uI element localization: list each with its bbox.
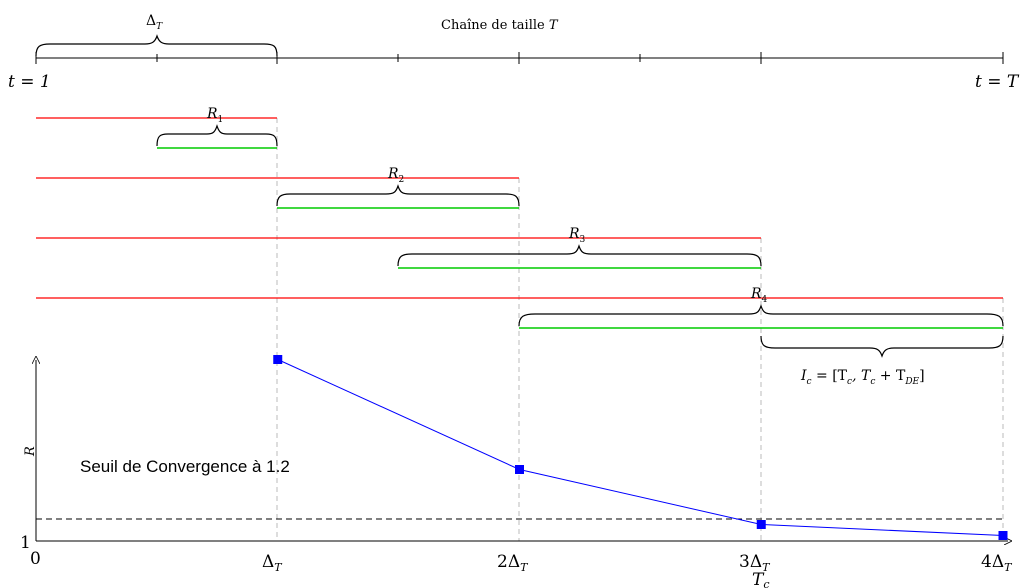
green-lines bbox=[157, 147, 1003, 329]
data-point bbox=[515, 465, 524, 474]
brace-r3 bbox=[397, 244, 762, 267]
start-label: t = 1 bbox=[8, 72, 51, 92]
brace-r4 bbox=[518, 304, 1004, 327]
x-tick-label: 3ΔT bbox=[739, 552, 771, 574]
run-label-r4: R4 bbox=[750, 286, 768, 305]
end-label: t = T bbox=[975, 72, 1020, 92]
data-point bbox=[998, 531, 1008, 540]
delta-brace bbox=[35, 34, 278, 57]
run-label-r2: R2 bbox=[387, 166, 404, 185]
x-tick-label: ΔT bbox=[262, 552, 283, 574]
series-line bbox=[277, 359, 1004, 536]
delta-label: ΔT bbox=[146, 13, 163, 32]
run-braces bbox=[156, 124, 1004, 358]
run-label-r3: R3 bbox=[568, 226, 586, 245]
x-tick-label: 4ΔT bbox=[981, 552, 1013, 574]
brace-r2 bbox=[276, 184, 520, 207]
interval-label: Ic = [Tc, Tc + TDE] bbox=[800, 368, 925, 387]
convergence-series bbox=[273, 355, 1008, 540]
timeline: ΔT Chaîne de taille T t = 1 t = T bbox=[8, 13, 1020, 92]
tc-label: Tc bbox=[752, 570, 770, 588]
brace-interval bbox=[760, 335, 1004, 358]
brace-r1 bbox=[156, 124, 278, 147]
vertical-guides bbox=[276, 118, 1004, 541]
y-tick-label: 1 bbox=[20, 533, 31, 553]
x-tick-zero: 0 bbox=[30, 549, 41, 569]
y-axis-label: R bbox=[23, 446, 38, 457]
plot-axes bbox=[36, 360, 1008, 541]
threshold-label: Seuil de Convergence à 1.2 bbox=[80, 457, 290, 476]
x-tick-label: 2ΔT bbox=[497, 552, 529, 574]
data-point bbox=[273, 355, 283, 364]
chain-label: Chaîne de taille T bbox=[441, 18, 559, 33]
data-point bbox=[756, 520, 766, 529]
red-lines bbox=[36, 117, 1003, 299]
run-label-r1: R1 bbox=[206, 106, 223, 125]
